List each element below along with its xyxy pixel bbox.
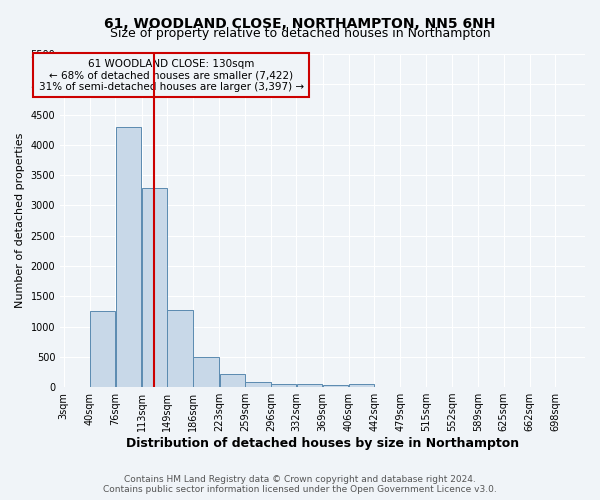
Bar: [142, 188, 167, 387]
Text: 61 WOODLAND CLOSE: 130sqm
← 68% of detached houses are smaller (7,422)
31% of se: 61 WOODLAND CLOSE: 130sqm ← 68% of detac…: [38, 58, 304, 92]
Bar: [90, 312, 115, 387]
Bar: [193, 358, 219, 387]
Bar: [271, 384, 296, 387]
Bar: [220, 374, 245, 387]
X-axis label: Distribution of detached houses by size in Northampton: Distribution of detached houses by size …: [126, 437, 519, 450]
Text: Contains HM Land Registry data © Crown copyright and database right 2024.
Contai: Contains HM Land Registry data © Crown c…: [103, 474, 497, 494]
Bar: [323, 384, 349, 387]
Text: Size of property relative to detached houses in Northampton: Size of property relative to detached ho…: [110, 28, 490, 40]
Bar: [167, 310, 193, 387]
Text: 61, WOODLAND CLOSE, NORTHAMPTON, NN5 6NH: 61, WOODLAND CLOSE, NORTHAMPTON, NN5 6NH: [104, 18, 496, 32]
Bar: [116, 126, 141, 387]
Bar: [296, 384, 322, 387]
Bar: [245, 382, 271, 387]
Bar: [349, 384, 374, 387]
Y-axis label: Number of detached properties: Number of detached properties: [15, 133, 25, 308]
